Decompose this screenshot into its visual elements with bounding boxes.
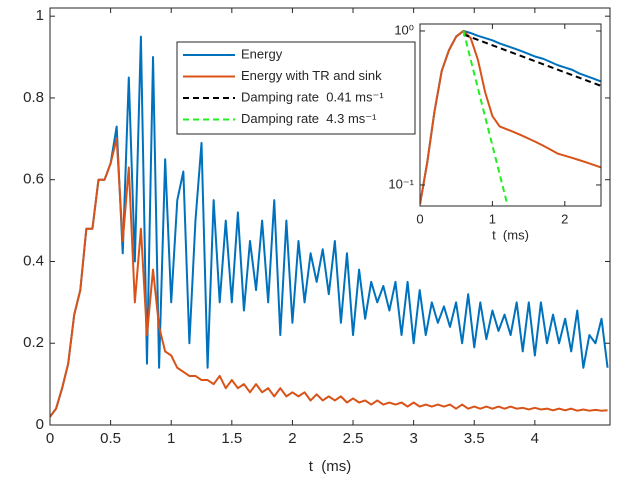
x-tick-label: 2 [561, 211, 568, 226]
x-tick-label: 2 [288, 430, 296, 447]
legend-label: Energy with TR and sink [241, 68, 382, 83]
x-tick-label: 3.5 [464, 430, 485, 447]
legend-label: Energy [241, 46, 283, 61]
y-tick-label: 0.4 [23, 252, 44, 269]
y-tick-label: 0.6 [23, 171, 44, 188]
legend: Energy Energy with TR and sink Damping rat… [176, 41, 416, 135]
data-line [50, 137, 608, 418]
x-axis-label: t (ms) [309, 458, 352, 475]
data-line [462, 30, 509, 206]
x-tick-label: 0.5 [100, 430, 121, 447]
y-tick-label: 10⁰ [394, 22, 414, 37]
x-axis-label: t (ms) [492, 227, 529, 242]
x-tick-label: 3 [409, 430, 417, 447]
y-tick-label: 1 [36, 7, 44, 24]
x-tick-label: 0 [46, 430, 54, 447]
axes: 0 1 2 10⁰ 10⁻¹ t (ms) [388, 22, 602, 242]
x-tick-label: 0 [416, 211, 423, 226]
x-tick-label: 1 [489, 211, 496, 226]
x-tick-label: 4 [531, 430, 539, 447]
x-tick-label: 1.5 [221, 430, 242, 447]
axes-box [419, 23, 602, 207]
y-tick-label: 0.2 [23, 334, 44, 351]
legend-label: Damping rate 0.41 ms⁻¹ [241, 89, 384, 104]
axes-box [49, 7, 611, 426]
data-line [420, 29, 601, 205]
data-line [50, 35, 609, 418]
plot-area [420, 24, 601, 206]
y-tick-label: 10⁻¹ [388, 176, 414, 191]
y-tick-label: 0 [36, 416, 44, 433]
y-tick-label: 0.8 [23, 89, 44, 106]
x-tick-label: 2.5 [343, 430, 364, 447]
legend-label: Damping rate 4.3 ms⁻¹ [241, 111, 377, 126]
x-tick-label: 1 [167, 430, 175, 447]
data-line [463, 33, 601, 87]
